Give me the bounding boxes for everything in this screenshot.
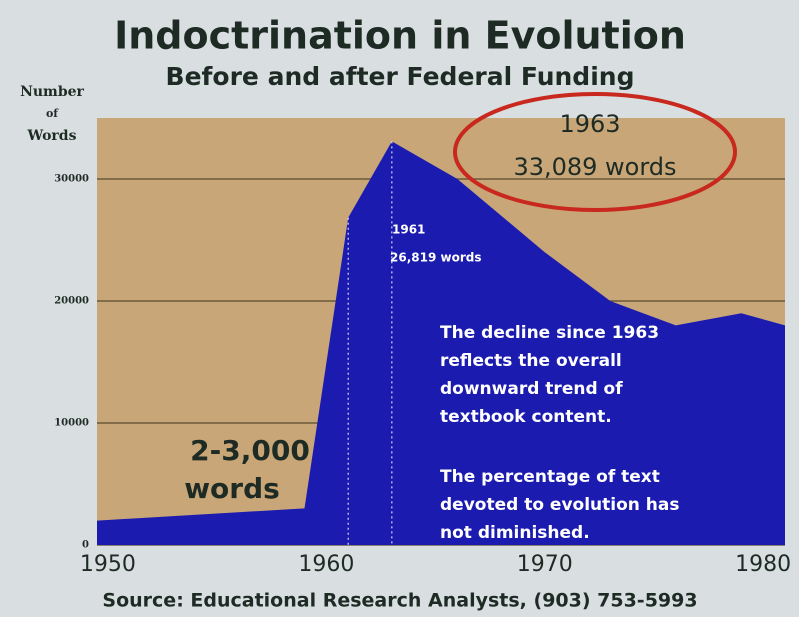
x-tick-label: 1980 xyxy=(735,552,791,577)
annotation: words xyxy=(184,472,280,505)
x-tick-label: 1960 xyxy=(298,552,354,577)
annotation: 2-3,000 xyxy=(190,434,310,467)
annotation: The decline since 1963 xyxy=(440,323,659,343)
y-tick-label: 20000 xyxy=(54,296,89,307)
y-axis-label: Number xyxy=(20,84,84,100)
area xyxy=(97,141,785,545)
annotation: reflects the overall xyxy=(440,351,622,371)
x-tick-label: 1950 xyxy=(80,552,136,577)
y-tick-label: 0 xyxy=(82,540,89,551)
annotation: 1961 xyxy=(392,223,425,237)
y-axis-label: of xyxy=(46,107,59,120)
chart-subtitle: Before and after Federal Funding xyxy=(166,62,635,91)
annotation: downward trend of xyxy=(440,379,623,399)
annotation: The percentage of text xyxy=(440,467,660,487)
x-tick-label: 1970 xyxy=(517,552,573,577)
y-axis-label: Words xyxy=(27,128,77,144)
annotation: not diminished. xyxy=(440,523,590,543)
annotation: 26,819 words xyxy=(390,251,481,265)
y-tick-label: 30000 xyxy=(54,174,89,185)
annotation: 1963 xyxy=(559,110,620,138)
y-tick-label: 10000 xyxy=(54,418,89,429)
annotation: 33,089 words xyxy=(513,153,676,181)
annotation: devoted to evolution has xyxy=(440,495,680,515)
annotation: textbook content. xyxy=(440,407,612,427)
highlight-circle xyxy=(453,92,737,212)
source: Source: Educational Research Analysts, (… xyxy=(102,590,697,612)
chart-title: Indoctrination in Evolution xyxy=(114,14,686,58)
